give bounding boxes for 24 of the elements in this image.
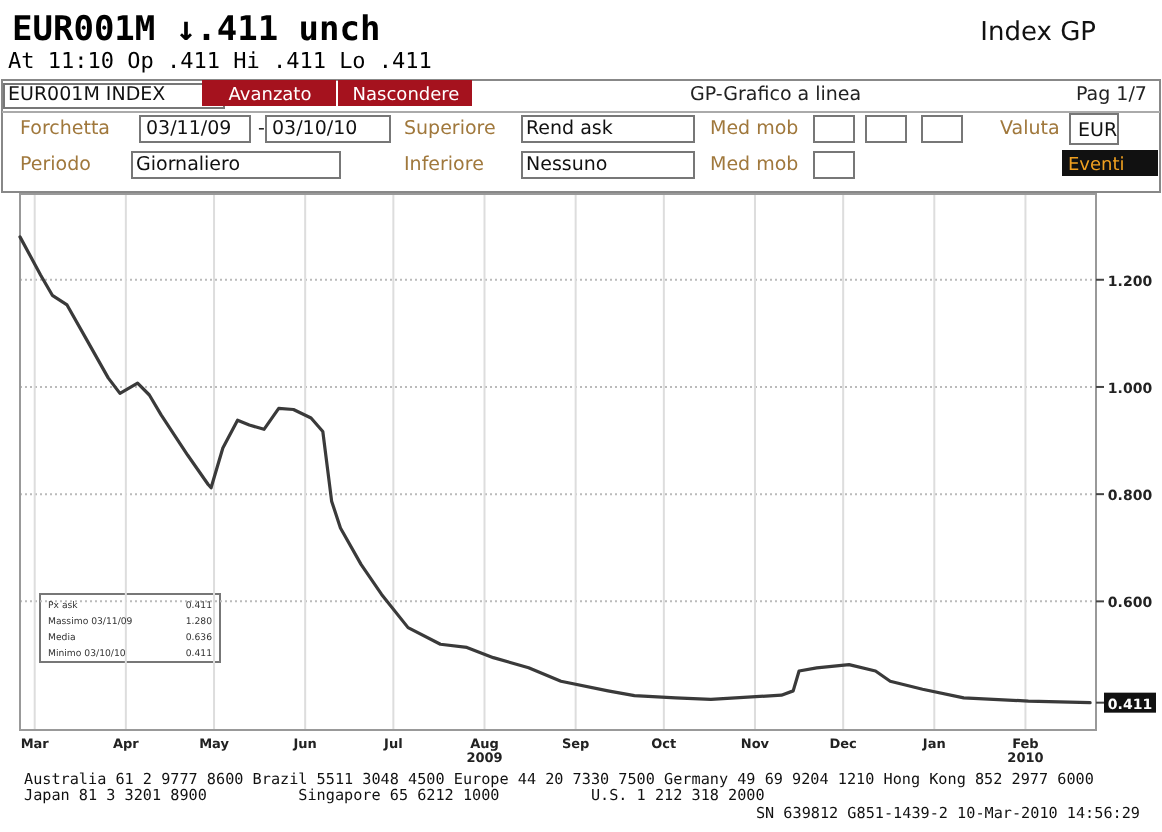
chart-subtitle: At 11:10 Op .411 Hi .411 Lo .411 — [8, 48, 432, 74]
text: Periodo — [20, 154, 92, 176]
line-series — [18, 235, 1092, 705]
text: Inferiore — [404, 154, 485, 176]
text: Superiore — [404, 118, 496, 140]
text: - — [258, 118, 265, 140]
text: Valuta — [1000, 118, 1060, 140]
text: Med mob — [710, 118, 799, 140]
text: Avanzato — [228, 86, 313, 106]
text: Eventi — [1068, 156, 1125, 176]
text: Pag 1/7 — [1076, 84, 1147, 106]
chart-title: EUR001M ↓.411 unch — [12, 10, 381, 50]
text: Forchetta — [20, 118, 110, 140]
text: 03/10/10 — [272, 118, 358, 140]
text: 03/11/09 — [146, 118, 232, 140]
text: EUR — [1078, 120, 1118, 142]
text: EUR001M INDEX — [8, 84, 167, 106]
text: Nascondere — [352, 86, 461, 106]
text: Giornaliero — [136, 154, 241, 176]
text: Nessuno — [526, 154, 608, 176]
text: GP-Grafico a linea — [690, 84, 862, 106]
text: Rend ask — [526, 118, 614, 140]
text: Index GP — [980, 18, 1097, 48]
text: Med mob — [710, 154, 799, 176]
